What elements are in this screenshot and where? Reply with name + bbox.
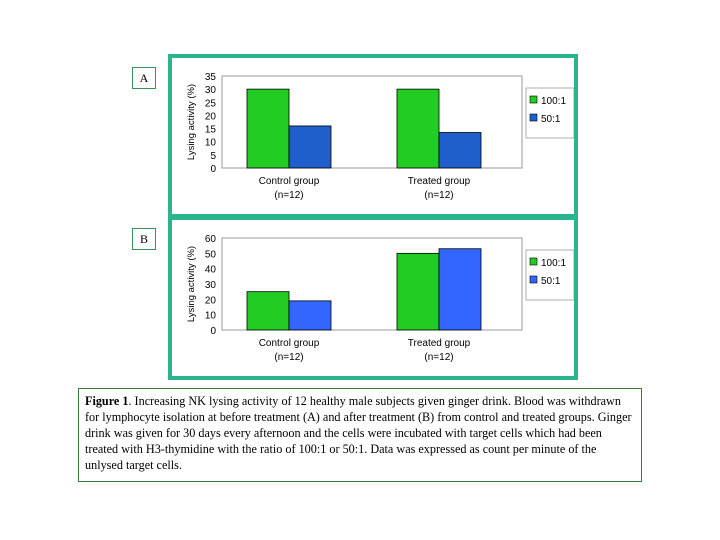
- legend-swatch: [529, 257, 538, 266]
- y-tick-label: 35: [205, 72, 217, 83]
- y-tick-label: 0: [210, 164, 216, 175]
- bar-ratio-50-1-control: [288, 125, 332, 169]
- x-category-label: (n=12): [424, 190, 453, 201]
- legend-swatch: [529, 95, 538, 104]
- legend-swatch: [529, 113, 538, 122]
- x-category-label: (n=12): [274, 352, 303, 363]
- caption-text: . Increasing NK lysing activity of 12 he…: [85, 394, 632, 472]
- y-tick-label: 15: [205, 125, 217, 136]
- bar-ratio-50-1-treated: [438, 132, 482, 169]
- chart-frame-b: 0 10 20 30 40 50 60 Lysing activity (%) Control …: [168, 216, 578, 380]
- figure-caption: Figure 1. Increasing NK lysing activity …: [78, 388, 642, 482]
- y-tick-label: 20: [205, 111, 217, 122]
- y-tick-label: 10: [205, 311, 217, 322]
- y-tick-label: 25: [205, 98, 217, 109]
- x-category-label: (n=12): [274, 190, 303, 201]
- legend-label: 50:1: [541, 114, 561, 125]
- y-tick-label: 30: [205, 85, 217, 96]
- y-tick-label: 5: [210, 151, 216, 162]
- chart-frame-a: 0 5 10 15 20 25 30 35 Lysing activity (%) Control…: [168, 54, 578, 218]
- x-category-label: Control group: [259, 338, 320, 349]
- y-tick-label: 50: [205, 249, 217, 260]
- legend-swatch: [529, 275, 538, 284]
- y-tick-label: 0: [210, 326, 216, 337]
- panel-label-b: B: [132, 228, 156, 250]
- chart-a: 0 5 10 15 20 25 30 35 Lysing activity (%) Control…: [186, 72, 575, 201]
- y-axis-label: Lysing activity (%): [186, 246, 197, 322]
- y-tick-label: 30: [205, 280, 217, 291]
- y-tick-label: 20: [205, 295, 217, 306]
- y-tick-label: 60: [205, 234, 217, 245]
- bar-ratio-50-1-treated: [438, 248, 482, 331]
- y-axis-label: Lysing activity (%): [186, 84, 197, 160]
- legend-label: 100:1: [541, 96, 566, 107]
- legend-label: 100:1: [541, 258, 566, 269]
- x-category-label: Treated group: [408, 176, 471, 187]
- legend-label: 50:1: [541, 276, 561, 287]
- x-category-label: Control group: [259, 176, 320, 187]
- bar-ratio-100-1-control: [246, 291, 290, 331]
- caption-label: Figure 1: [85, 394, 129, 408]
- bar-ratio-100-1-treated: [396, 252, 440, 331]
- bar-ratio-100-1-control: [246, 88, 290, 169]
- y-tick-label: 40: [205, 265, 217, 276]
- y-tick-label: 10: [205, 138, 217, 149]
- panel-label-a: A: [132, 67, 156, 89]
- bar-ratio-50-1-control: [288, 300, 332, 331]
- x-category-label: Treated group: [408, 338, 471, 349]
- bar-ratio-100-1-treated: [396, 88, 440, 169]
- chart-b: 0 10 20 30 40 50 60 Lysing activity (%) Control …: [186, 234, 575, 363]
- x-category-label: (n=12): [424, 352, 453, 363]
